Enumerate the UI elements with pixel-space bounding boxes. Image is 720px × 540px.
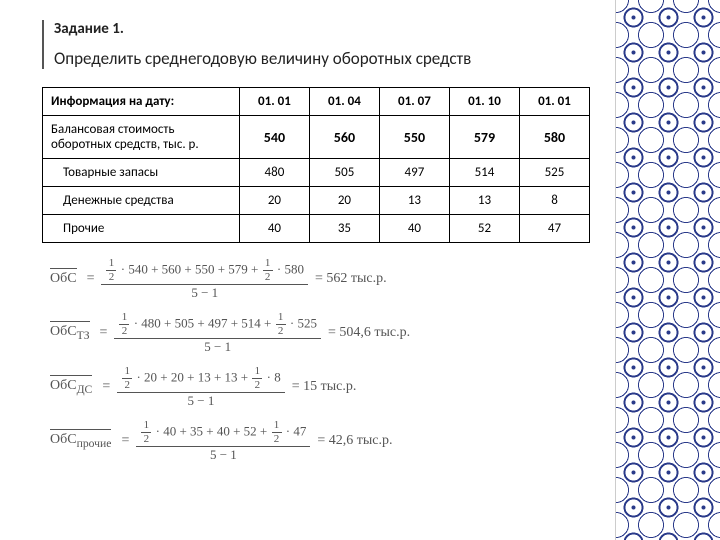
formulas-block: ОбС=12 · 540 + 560 + 550 + 579 + 12 · 58… — [42, 257, 590, 463]
cell-value: 40 — [239, 215, 309, 243]
cell-value: 514 — [449, 159, 519, 187]
data-table: Информация на дату:01. 0101. 0401. 0701.… — [42, 87, 590, 243]
task-title: Задание 1. — [54, 20, 590, 38]
cell-value: 35 — [309, 215, 379, 243]
cell-value: 20 — [239, 187, 309, 215]
table-header-date: 01. 10 — [449, 88, 519, 116]
cell-value: 497 — [379, 159, 449, 187]
formula-row: ОбСпрочие=12 · 40 + 35 + 40 + 52 + 12 · … — [50, 419, 590, 463]
row-label: Прочие — [43, 215, 240, 243]
task-subtitle: Определить среднегодовую величину оборот… — [54, 48, 590, 69]
cell-value: 505 — [309, 159, 379, 187]
cell-value: 13 — [379, 187, 449, 215]
table-header-date: 01. 01 — [239, 88, 309, 116]
decorative-pattern — [615, 0, 720, 540]
cell-value: 13 — [449, 187, 519, 215]
table-header-label: Информация на дату: — [43, 88, 240, 116]
cell-value: 525 — [519, 159, 589, 187]
formula-row: ОбСДС=12 · 20 + 20 + 13 + 13 + 12 · 85 −… — [50, 365, 590, 409]
table-header-date: 01. 07 — [379, 88, 449, 116]
table-header-date: 01. 04 — [309, 88, 379, 116]
formula-row: ОбС=12 · 540 + 560 + 550 + 579 + 12 · 58… — [50, 257, 590, 301]
cell-value: 47 — [519, 215, 589, 243]
row-label: Товарные запасы — [43, 159, 240, 187]
table-header-date: 01. 01 — [519, 88, 589, 116]
cell-value: 52 — [449, 215, 519, 243]
cell-value: 40 — [379, 215, 449, 243]
cell-value: 580 — [519, 116, 589, 159]
cell-value: 20 — [309, 187, 379, 215]
cell-value: 560 — [309, 116, 379, 159]
row-label: Денежные средства — [43, 187, 240, 215]
cell-value: 550 — [379, 116, 449, 159]
cell-value: 8 — [519, 187, 589, 215]
cell-value: 540 — [239, 116, 309, 159]
row-label: Балансовая стоимость оборотных средств, … — [43, 116, 240, 159]
cell-value: 480 — [239, 159, 309, 187]
formula-row: ОбСТЗ=12 · 480 + 505 + 497 + 514 + 12 · … — [50, 311, 590, 355]
cell-value: 579 — [449, 116, 519, 159]
